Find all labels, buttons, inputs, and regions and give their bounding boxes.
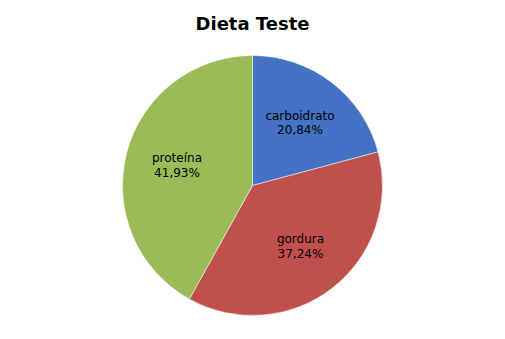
svg-text:carboidrato20,84%: carboidrato20,84% <box>265 109 334 137</box>
svg-text:proteína41,93%: proteína41,93% <box>152 151 202 179</box>
svg-text:gordura37,24%: gordura37,24% <box>277 232 324 260</box>
html-text:Dieta Teste: Dieta Teste <box>195 13 310 34</box>
